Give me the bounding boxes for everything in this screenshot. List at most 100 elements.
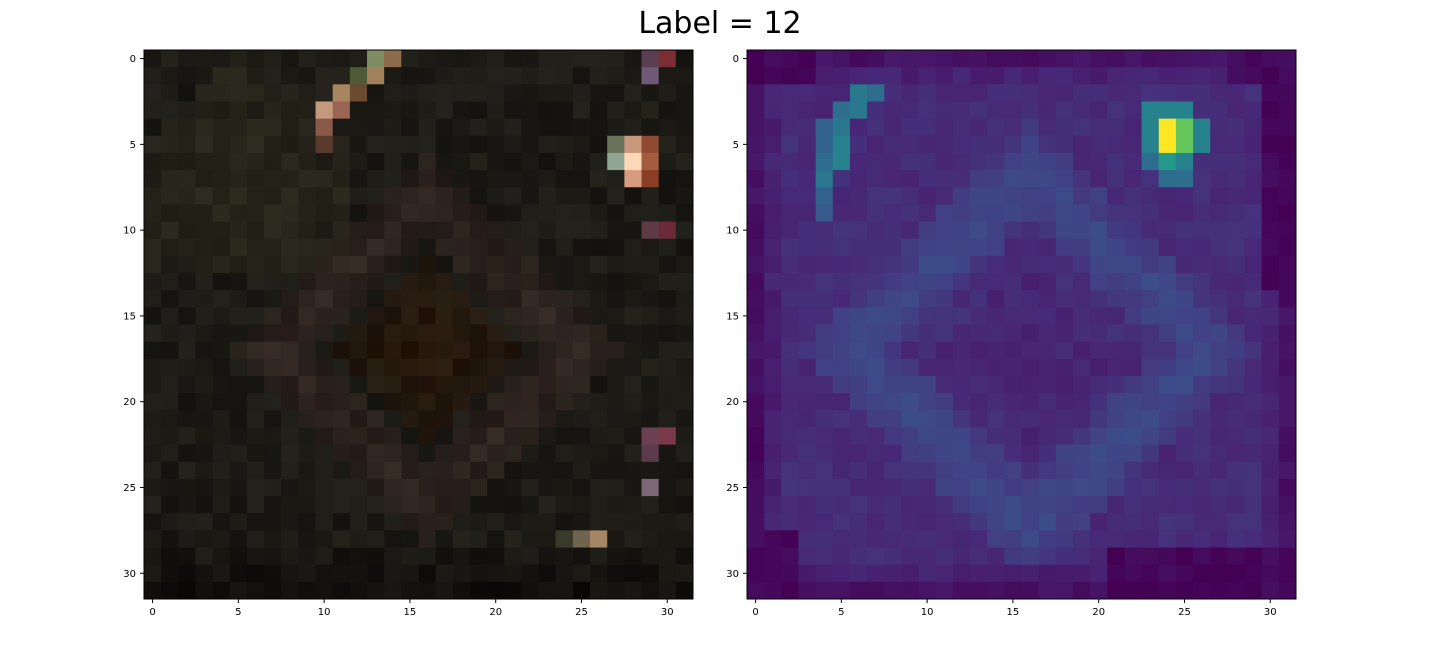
image-pixel <box>349 187 368 205</box>
saliency-cell <box>798 324 817 343</box>
image-pixel <box>624 204 642 222</box>
saliency-cell <box>1090 204 1108 222</box>
saliency-cell <box>918 170 937 188</box>
saliency-cell <box>1107 67 1125 85</box>
saliency-cell <box>815 255 834 274</box>
saliency-cell <box>901 581 919 600</box>
image-pixel <box>178 50 196 68</box>
image-pixel <box>212 50 231 68</box>
image-pixel <box>452 564 471 583</box>
image-pixel <box>555 187 574 205</box>
image-pixel <box>572 118 591 137</box>
image-pixel <box>521 358 539 377</box>
image-pixel <box>332 135 351 154</box>
image-pixel <box>349 547 368 566</box>
saliency-cell <box>1175 358 1194 377</box>
saliency-cell <box>1072 204 1091 222</box>
image-pixel <box>401 530 419 548</box>
right-ytick-label: 20 <box>726 397 739 408</box>
saliency-cell <box>1175 152 1194 171</box>
image-pixel <box>418 496 437 514</box>
image-pixel <box>349 84 368 102</box>
saliency-cell <box>1158 324 1177 343</box>
image-pixel <box>401 170 419 188</box>
image-pixel <box>349 307 368 325</box>
image-pixel <box>658 478 677 497</box>
saliency-cell <box>1055 496 1074 514</box>
image-pixel <box>590 375 608 394</box>
saliency-cell <box>832 461 851 480</box>
saliency-cell <box>1038 187 1057 205</box>
image-pixel <box>487 324 505 343</box>
image-pixel <box>538 461 557 480</box>
image-pixel <box>658 358 677 377</box>
saliency-cell <box>1055 255 1074 274</box>
saliency-cell <box>1090 513 1108 531</box>
image-pixel <box>349 564 368 583</box>
saliency-cell <box>764 410 782 428</box>
image-pixel <box>487 564 505 583</box>
saliency-cell <box>1175 564 1194 583</box>
saliency-cell <box>1072 152 1091 171</box>
saliency-cell <box>901 478 919 497</box>
image-pixel <box>487 358 505 377</box>
image-pixel <box>675 307 694 325</box>
saliency-cell <box>1124 152 1142 171</box>
saliency-cell <box>849 290 868 308</box>
image-pixel <box>418 427 437 445</box>
saliency-cell <box>1261 221 1280 240</box>
image-pixel <box>607 255 625 274</box>
saliency-cell <box>1055 84 1074 102</box>
saliency-cell <box>1021 444 1040 463</box>
saliency-cell <box>1193 513 1211 531</box>
image-pixel <box>401 307 419 325</box>
image-pixel <box>229 581 248 600</box>
saliency-cell <box>1244 375 1263 394</box>
saliency-cell <box>1124 427 1142 445</box>
image-pixel <box>675 478 694 497</box>
image-pixel <box>452 530 471 548</box>
image-pixel <box>590 513 608 531</box>
saliency-cell <box>1193 393 1211 411</box>
saliency-cell <box>1021 427 1040 445</box>
saliency-cell <box>1090 118 1108 137</box>
left-ytick-label: 20 <box>123 397 136 408</box>
image-pixel <box>401 410 419 428</box>
saliency-cell <box>1055 118 1074 137</box>
saliency-cell <box>1175 255 1194 274</box>
image-pixel <box>264 375 282 394</box>
saliency-cell <box>1107 564 1125 583</box>
image-pixel <box>229 513 248 531</box>
image-pixel <box>212 324 231 343</box>
saliency-cell <box>1107 581 1125 600</box>
image-pixel <box>521 255 539 274</box>
saliency-cell <box>1175 461 1194 480</box>
image-pixel <box>675 238 694 257</box>
image-pixel <box>229 170 248 188</box>
image-pixel <box>435 461 454 480</box>
image-pixel <box>418 324 437 343</box>
saliency-cell <box>1193 324 1211 343</box>
image-pixel <box>435 581 454 600</box>
image-pixel <box>469 358 488 377</box>
image-pixel <box>229 393 248 411</box>
left-ytick-label: 5 <box>130 140 136 151</box>
saliency-cell <box>1004 204 1022 222</box>
image-pixel <box>504 255 522 274</box>
image-pixel <box>452 50 471 68</box>
saliency-cell <box>1124 221 1142 240</box>
image-pixel <box>435 118 454 137</box>
saliency-cell <box>1124 255 1142 274</box>
image-pixel <box>195 273 214 291</box>
image-pixel <box>195 204 214 222</box>
saliency-cell <box>918 135 937 154</box>
image-pixel <box>607 530 625 548</box>
image-pixel <box>469 273 488 291</box>
saliency-cell <box>867 84 885 102</box>
saliency-cell <box>815 375 834 394</box>
saliency-cell <box>1004 444 1022 463</box>
image-pixel <box>624 67 642 85</box>
saliency-cell <box>1090 358 1108 377</box>
saliency-cell <box>918 84 937 102</box>
image-pixel <box>178 135 196 154</box>
